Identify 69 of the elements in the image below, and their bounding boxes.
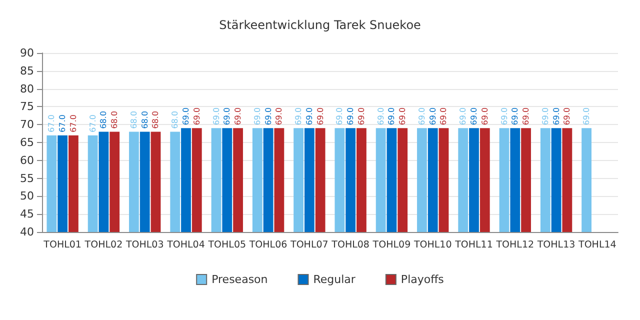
data-label: 67.0 (88, 114, 98, 132)
data-label: 69.0 (264, 107, 273, 126)
data-label: 69.0 (316, 107, 325, 126)
data-label: 69.0 (252, 107, 262, 126)
data-label: 68.0 (151, 110, 160, 129)
data-label: 69.0 (376, 107, 386, 126)
y-tick-label: 50 (20, 190, 34, 203)
data-label: 69.0 (562, 107, 572, 126)
legend-label: Preseason (212, 273, 268, 286)
data-label: 68.0 (140, 110, 150, 129)
data-label: 69.0 (356, 107, 366, 126)
x-tick-label: TOHL08 (330, 240, 370, 250)
data-label: 69.0 (304, 107, 314, 126)
x-tick-label: TOHL05 (207, 240, 246, 250)
data-label: 68.0 (170, 110, 180, 129)
data-label: 69.0 (387, 107, 396, 126)
x-tick-label: TOHL02 (84, 240, 123, 250)
x-tick-label: TOHL10 (412, 240, 452, 250)
legend-label: Regular (313, 273, 356, 286)
chart-title: Stärkeentwicklung Tarek Snuekoe (219, 18, 421, 32)
y-tick-label: 80 (20, 82, 34, 96)
data-label: 69.0 (428, 107, 438, 126)
data-label: 69.0 (346, 107, 356, 126)
y-tick-label: 90 (20, 46, 34, 60)
data-label: 68.0 (129, 110, 138, 129)
data-label: 69.0 (470, 107, 478, 126)
data-label: 69.0 (510, 107, 520, 126)
x-tick-label: TOHL07 (290, 240, 328, 250)
data-label: 69.0 (552, 107, 561, 126)
data-label: 69.0 (500, 107, 509, 126)
x-tick-label: TOHL13 (536, 240, 576, 250)
x-tick-label: TOHL14 (578, 240, 616, 250)
y-tick-label: 40 (20, 226, 34, 238)
x-tick-label: TOHL04 (166, 240, 205, 250)
y-tick-label: 55 (20, 172, 34, 185)
data-label: 68.0 (99, 110, 108, 129)
data-label: 69.0 (234, 107, 243, 126)
x-tick-label: TOHL03 (124, 240, 164, 250)
data-label: 69.0 (192, 107, 202, 126)
data-label: 69.0 (458, 107, 468, 126)
data-label: 69.0 (480, 107, 490, 126)
data-label: 69.0 (398, 107, 408, 126)
y-tick-label: 70 (20, 118, 34, 132)
legend-label: Playoffs (400, 273, 444, 286)
y-tick-label: 85 (20, 64, 34, 78)
x-tick-label: TOHL01 (42, 240, 82, 250)
x-tick-label: TOHL09 (372, 240, 411, 250)
data-label: 68.0 (110, 110, 120, 129)
y-tick-label: 65 (20, 136, 34, 149)
data-label: 69.0 (212, 107, 221, 126)
x-tick-label: TOHL06 (248, 240, 288, 250)
y-tick-label: 45 (20, 208, 34, 221)
data-label: 67.0 (68, 114, 78, 132)
data-label: 67.0 (58, 114, 68, 132)
data-label: 69.0 (522, 107, 531, 126)
data-label: 69.0 (439, 107, 448, 126)
data-label: 69.0 (222, 107, 232, 126)
y-tick-label: 75 (20, 100, 34, 114)
x-tick-label: TOHL11 (454, 240, 493, 250)
data-label: 69.0 (182, 107, 190, 126)
y-tick-label: 60 (20, 154, 34, 167)
data-label: 69.0 (294, 107, 304, 126)
data-label: 69.0 (582, 107, 592, 126)
data-label: 69.0 (417, 107, 426, 126)
data-label: 69.0 (335, 107, 344, 126)
data-label: 67.0 (47, 114, 56, 132)
x-tick-label: TOHL12 (495, 240, 534, 250)
data-label: 69.0 (274, 107, 284, 126)
data-label: 69.0 (540, 107, 550, 126)
